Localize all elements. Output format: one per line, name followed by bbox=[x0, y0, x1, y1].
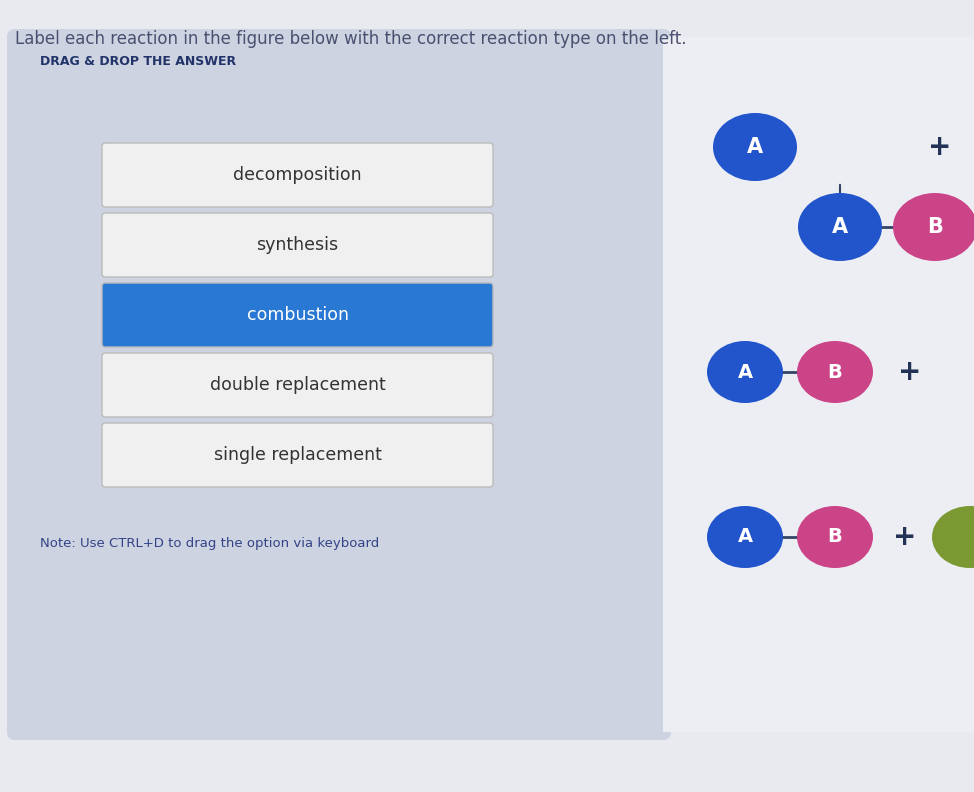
Text: A: A bbox=[832, 217, 848, 237]
FancyBboxPatch shape bbox=[102, 213, 493, 277]
Ellipse shape bbox=[797, 506, 873, 568]
Text: double replacement: double replacement bbox=[209, 376, 386, 394]
Text: single replacement: single replacement bbox=[213, 446, 382, 464]
Text: Label each reaction in the figure below with the correct reaction type on the le: Label each reaction in the figure below … bbox=[15, 30, 687, 48]
Ellipse shape bbox=[797, 341, 873, 403]
Text: DRAG & DROP THE ANSWER: DRAG & DROP THE ANSWER bbox=[40, 55, 236, 68]
Ellipse shape bbox=[713, 113, 797, 181]
FancyBboxPatch shape bbox=[102, 353, 493, 417]
Ellipse shape bbox=[893, 193, 974, 261]
FancyBboxPatch shape bbox=[7, 29, 671, 740]
Text: combustion: combustion bbox=[246, 306, 349, 324]
Ellipse shape bbox=[932, 506, 974, 568]
Text: A: A bbox=[747, 137, 763, 157]
Text: synthesis: synthesis bbox=[256, 236, 339, 254]
Text: B: B bbox=[828, 363, 843, 382]
Ellipse shape bbox=[707, 506, 783, 568]
Text: +: + bbox=[893, 523, 917, 551]
FancyBboxPatch shape bbox=[102, 143, 493, 207]
Text: B: B bbox=[927, 217, 943, 237]
Text: +: + bbox=[928, 133, 952, 161]
Text: B: B bbox=[828, 527, 843, 546]
FancyBboxPatch shape bbox=[102, 423, 493, 487]
FancyBboxPatch shape bbox=[102, 283, 493, 347]
Text: Note: Use CTRL+D to drag the option via keyboard: Note: Use CTRL+D to drag the option via … bbox=[40, 538, 379, 550]
Text: A: A bbox=[737, 527, 753, 546]
Ellipse shape bbox=[798, 193, 882, 261]
Text: decomposition: decomposition bbox=[233, 166, 361, 184]
Bar bbox=[663, 37, 974, 732]
Ellipse shape bbox=[707, 341, 783, 403]
Text: A: A bbox=[737, 363, 753, 382]
Text: +: + bbox=[898, 358, 921, 386]
